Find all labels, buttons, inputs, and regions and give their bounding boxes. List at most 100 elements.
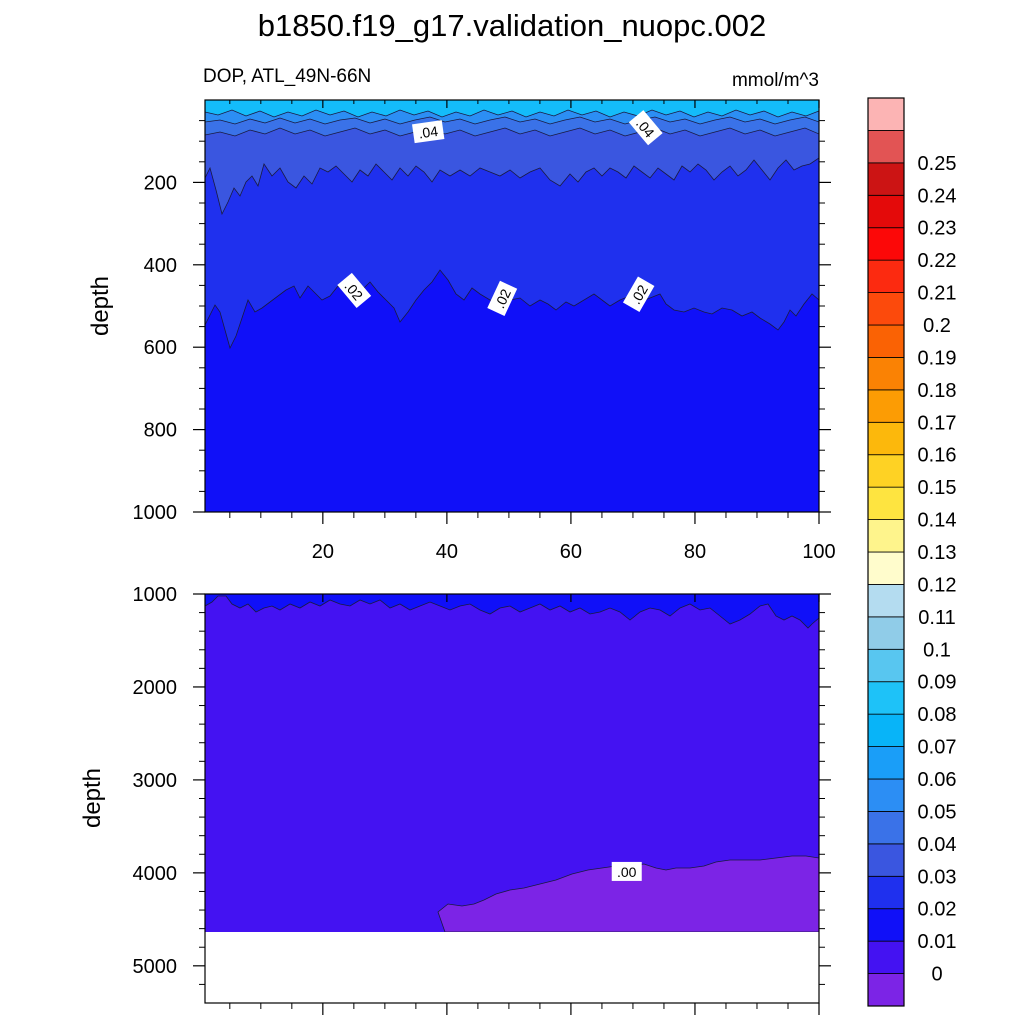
bottom-missing-region — [205, 932, 819, 1003]
top-ytick-label: 800 — [144, 420, 177, 442]
colorbar-swatch — [867, 227, 905, 261]
colorbar-tick-label: 0.08 — [918, 704, 957, 726]
panel-left-label: DOP, ATL_49N-66N — [203, 66, 371, 87]
top-xtick-label: 80 — [684, 541, 706, 563]
units-label: mmol/m^3 — [732, 70, 819, 91]
bottom-ylabel: depth — [79, 768, 106, 828]
top-ytick-label: 600 — [144, 337, 177, 359]
contour-label-text: .04 — [418, 123, 440, 142]
colorbar-swatch — [867, 97, 905, 131]
colorbar-tick-label: 0.14 — [918, 510, 957, 532]
colorbar-swatch — [867, 940, 905, 974]
colorbar-tick-label: 0.13 — [918, 542, 957, 564]
contour-label-box — [611, 861, 642, 881]
contour-label-box — [487, 280, 518, 316]
colorbar-tick-label: 0.19 — [918, 347, 957, 369]
colorbar-swatch — [867, 648, 905, 683]
colorbar-tick-label: 0.05 — [918, 801, 957, 823]
contour-label: .00 — [611, 861, 642, 881]
bottom-contour-fills — [205, 594, 819, 933]
colorbar-swatch — [867, 713, 905, 747]
colorbar-swatch — [867, 616, 905, 650]
top-ylabel: depth — [87, 276, 114, 336]
colorbar-tick-label: 0.03 — [918, 866, 957, 888]
colorbar-tick-label: 0.01 — [918, 931, 957, 953]
colorbar-swatch — [867, 486, 905, 520]
colorbar-swatch — [867, 584, 905, 618]
colorbar-tick-label: 0 — [931, 964, 942, 986]
colorbar-swatch — [867, 421, 905, 456]
colorbar-swatch — [867, 259, 905, 293]
colorbar-tick-label: 0.09 — [918, 672, 957, 694]
colorbar-tick-label: 0.06 — [918, 769, 957, 791]
contour-label: .02 — [622, 276, 655, 312]
colorbar-swatch — [867, 324, 905, 358]
colorbar-swatch — [867, 454, 905, 488]
top-ytick-label: 1000 — [133, 502, 178, 524]
colorbar: 0 0.01 0.02 0.03 0.04 0.05 0.06 0.07 0.08 0.09 0.1… — [867, 97, 957, 1007]
bottom-ytick-label: 2000 — [133, 677, 178, 699]
colorbar-swatch — [867, 389, 905, 423]
colorbar-tick-label: 0.24 — [918, 185, 957, 207]
contour-label-text: .00 — [617, 864, 637, 880]
colorbar-swatch — [867, 130, 905, 164]
colorbar-tick-label: 0.17 — [918, 412, 957, 434]
colorbar-swatch — [867, 519, 905, 553]
colorbar-tick-label: 0.23 — [918, 218, 957, 240]
contour-label-box — [337, 272, 372, 309]
colorbar-swatch — [867, 908, 905, 942]
top-xtick-label: 100 — [802, 541, 835, 563]
bottom-ytick-label: 4000 — [133, 863, 178, 885]
contour-label: .02 — [487, 280, 518, 316]
colorbar-tick-label: 0.18 — [918, 380, 957, 402]
top-xtick-label: 60 — [560, 541, 582, 563]
top-ticks: 20 40 60 80 100 200 400 600 800 1000 — [133, 100, 836, 563]
bottom-panel: 1000 2000 3000 4000 5000 .00 depth — [79, 584, 831, 1015]
top-contour-labels: .04.04.02.02.02 — [337, 110, 663, 316]
colorbar-tick-label: 0.04 — [918, 834, 957, 856]
colorbar-swatch — [867, 875, 905, 910]
contour-label: .04 — [412, 120, 445, 144]
colorbar-tick-label: 0.07 — [918, 737, 957, 759]
contour-label-box — [622, 276, 655, 312]
colorbar-tick-label: 0.02 — [918, 899, 957, 921]
bottom-ytick-label: 3000 — [133, 770, 178, 792]
top-band-007 — [205, 100, 819, 118]
colorbar-tick-label: 0.25 — [918, 153, 957, 175]
colorbar-swatch — [867, 811, 905, 845]
contour-label-box — [412, 120, 445, 144]
colorbar-swatch — [867, 357, 905, 391]
colorbar-swatch — [867, 162, 905, 196]
colorbar-tick-label: 0.15 — [918, 477, 957, 499]
colorbar-tick-label: 0.21 — [918, 283, 957, 305]
colorbar-tick-label: 0.11 — [918, 607, 955, 629]
top-ytick-label: 400 — [144, 255, 177, 277]
contour-label-box — [628, 110, 663, 146]
contour-label-text: .02 — [491, 286, 514, 311]
colorbar-swatch — [867, 843, 905, 877]
colorbar-tick-label: 0.16 — [918, 445, 957, 467]
colorbar-frame — [867, 97, 905, 1007]
colorbar-swatch — [867, 746, 905, 780]
bottom-ytick-label: 5000 — [133, 956, 178, 978]
bottom-band-002 — [205, 594, 819, 629]
colorbar-swatch — [867, 551, 905, 585]
bottom-ticks: 1000 2000 3000 4000 5000 — [133, 584, 831, 1015]
top-xtick-label: 40 — [436, 541, 458, 563]
bottom-contour-labels: .00 — [611, 861, 642, 881]
colorbar-swatch — [867, 973, 905, 1007]
bottom-ytick-label: 1000 — [133, 584, 178, 606]
top-xtick-label: 20 — [312, 541, 334, 563]
top-contour-fills — [205, 100, 819, 512]
colorbar-tick-label: 0.22 — [918, 250, 957, 272]
colorbar-tick-label: 0.2 — [923, 315, 951, 337]
colorbar-tick-label: 0.1 — [923, 639, 951, 661]
colorbar-swatch — [867, 194, 905, 229]
figure-title: b1850.f19_g17.validation_nuopc.002 — [258, 8, 767, 43]
top-ytick-label: 200 — [144, 172, 177, 194]
colorbar-swatch — [867, 681, 905, 715]
colorbar-swatch — [867, 292, 905, 326]
colorbar-swatch — [867, 778, 905, 812]
